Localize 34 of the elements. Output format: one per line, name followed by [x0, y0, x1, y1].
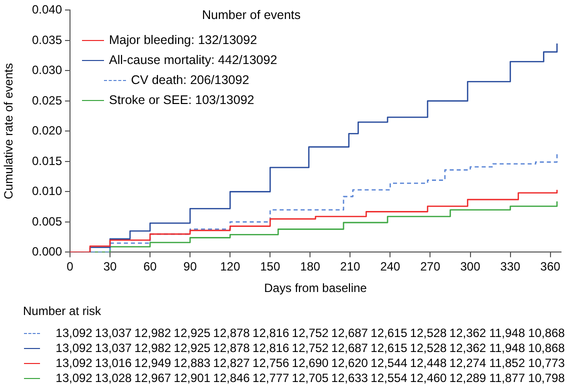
- y-tick-label: 0.000: [32, 244, 62, 259]
- x-tick-label: 150: [260, 260, 280, 274]
- legend-title: Number of events: [202, 8, 301, 22]
- x-axis-title: Days from baseline: [264, 281, 368, 296]
- y-tick-label: 0.020: [32, 124, 62, 138]
- y-tick-label: 0.025: [32, 93, 62, 108]
- y-tick-label: 0.030: [32, 63, 62, 78]
- x-tick-label: 120: [220, 260, 240, 274]
- legend-label: All-cause mortality: 442/13092: [109, 53, 278, 67]
- legend-label: CV death: 206/13092: [131, 73, 250, 87]
- legend-label: Major bleeding: 132/13092: [109, 33, 258, 47]
- x-tick-label: 270: [420, 260, 441, 274]
- x-tick-label: 360: [540, 260, 561, 274]
- y-tick-label: 0.010: [32, 184, 62, 198]
- y-tick-label: 0.005: [32, 214, 62, 228]
- text: 13,092 13,016 12,949 12,883 12,827 12,756 12,690 12,620 12,544 12,448 12,274 11,852 10,773: [56, 356, 565, 370]
- y-tick-label: 0.040: [32, 2, 62, 17]
- x-tick-label: 60: [143, 260, 158, 274]
- text: 13,092 13,037 12,982 12,925 12,878 12,816 12,752 12,687 12,615 12,528 12,362 11,948 10,868: [56, 341, 565, 355]
- text: Number at risk: [22, 304, 102, 318]
- x-tick-label: 30: [103, 260, 118, 274]
- text: 13,092 13,037 12,982 12,925 12,878 12,816 12,752 12,687 12,615 12,528 12,362 11,948 10,868: [56, 326, 565, 340]
- y-tick-label: 0.015: [32, 154, 62, 168]
- x-tick-label: 210: [340, 260, 361, 274]
- x-tick-label: 0: [66, 260, 74, 274]
- y-tick-label: 0.035: [32, 32, 62, 47]
- y-axis-title: Cumulative rate of events: [2, 63, 16, 200]
- x-tick-label: 180: [300, 260, 320, 274]
- x-tick-label: 300: [460, 260, 481, 274]
- x-tick-label: 90: [183, 260, 198, 274]
- legend-label: Stroke or SEE: 103/13092: [109, 93, 254, 107]
- x-tick-label: 240: [380, 260, 401, 274]
- text: 13,092 13,028 12,967 12,901 12,846 12,777 12,705 12,633 12,554 12,460 12,289 11,877 10,798: [56, 371, 565, 385]
- x-tick-label: 330: [500, 260, 521, 274]
